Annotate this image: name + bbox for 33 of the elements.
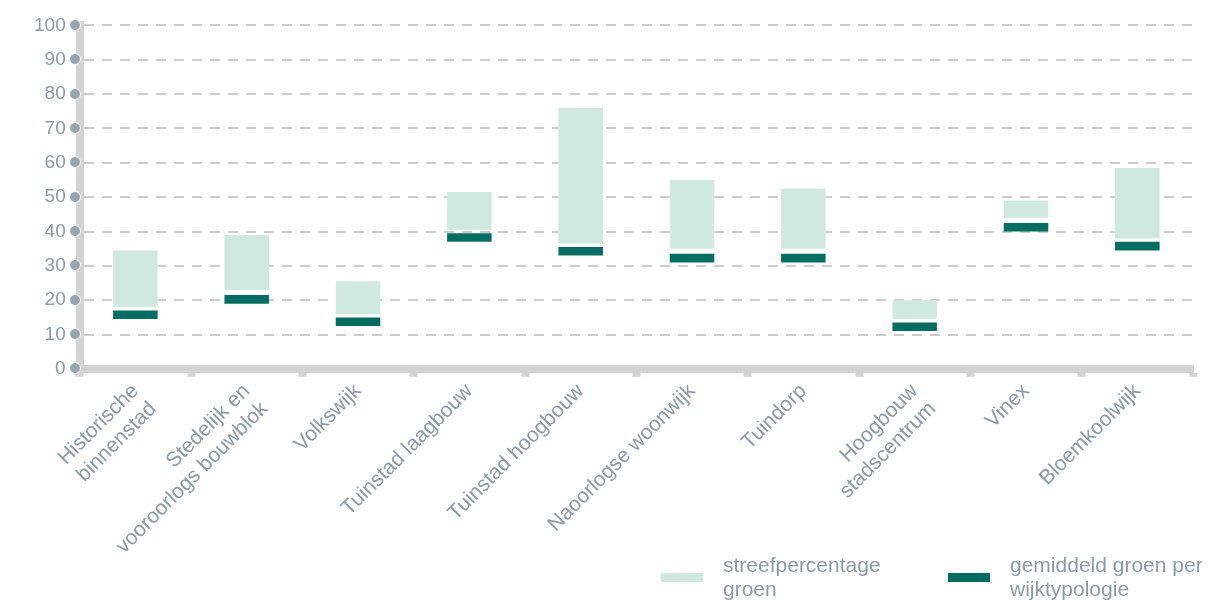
bar [1115, 241, 1160, 251]
bar [1003, 200, 1049, 218]
bar [781, 253, 826, 263]
bar [335, 281, 381, 314]
y-tick-label: 80 [44, 82, 66, 104]
bar [558, 107, 603, 244]
y-tick-label: 70 [44, 116, 66, 138]
bar [892, 322, 937, 332]
bar [1003, 222, 1049, 232]
y-tick-label: 90 [44, 47, 66, 69]
bar [224, 295, 269, 304]
y-tick-label: 10 [44, 322, 66, 344]
y-tick-label: 50 [44, 185, 66, 207]
bar [335, 317, 381, 326]
y-tick-label: 100 [34, 13, 66, 35]
bar [669, 253, 715, 263]
y-tick-label: 60 [44, 151, 66, 173]
bar [669, 179, 715, 249]
bar [558, 246, 603, 256]
bar [447, 233, 492, 242]
y-tick-label: 30 [44, 254, 66, 276]
legend-label: gemiddeld groen per wijktypologie [1010, 553, 1204, 601]
bar [781, 188, 826, 249]
legend-label: streefpercentage groen [723, 553, 882, 601]
y-tick-label: 20 [44, 288, 66, 310]
y-tick-label: 40 [44, 219, 66, 241]
bar [447, 192, 492, 230]
bar [1115, 167, 1160, 239]
bar [113, 310, 158, 320]
bar [892, 300, 937, 320]
bar [113, 250, 158, 308]
y-tick-label: 0 [55, 357, 66, 379]
bar [224, 234, 269, 290]
